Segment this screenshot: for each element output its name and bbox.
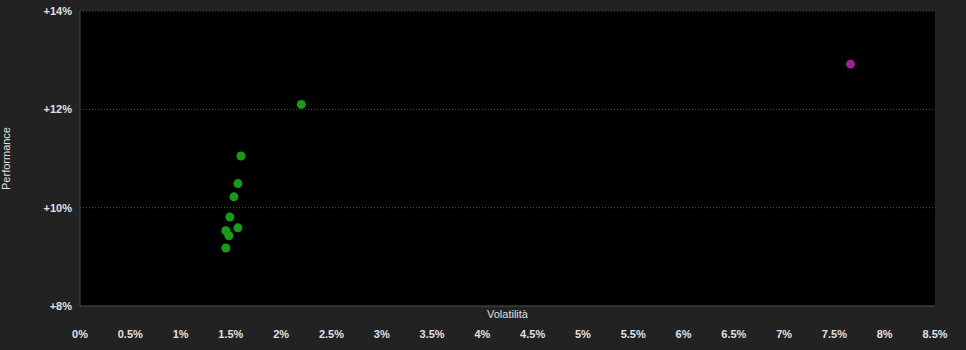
svg-text:1.5%: 1.5% xyxy=(218,328,243,340)
svg-text:Performance: Performance xyxy=(8,127,12,190)
svg-text:5%: 5% xyxy=(575,328,591,340)
svg-text:+10%: +10% xyxy=(44,202,73,214)
svg-text:0.5%: 0.5% xyxy=(118,328,143,340)
svg-text:8.5%: 8.5% xyxy=(922,328,947,340)
svg-text:3%: 3% xyxy=(374,328,390,340)
svg-text:2.5%: 2.5% xyxy=(319,328,344,340)
svg-text:6%: 6% xyxy=(676,328,692,340)
svg-text:7%: 7% xyxy=(776,328,792,340)
svg-text:0%: 0% xyxy=(72,328,88,340)
svg-text:+14%: +14% xyxy=(44,5,73,17)
svg-text:Volatilità: Volatilità xyxy=(487,308,529,320)
svg-text:7.5%: 7.5% xyxy=(822,328,847,340)
svg-text:4%: 4% xyxy=(474,328,490,340)
svg-text:5.5%: 5.5% xyxy=(621,328,646,340)
svg-text:6.5%: 6.5% xyxy=(721,328,746,340)
svg-text:+12%: +12% xyxy=(44,103,73,115)
svg-text:2%: 2% xyxy=(273,328,289,340)
svg-text:+8%: +8% xyxy=(50,300,73,312)
svg-text:3.5%: 3.5% xyxy=(420,328,445,340)
svg-text:1%: 1% xyxy=(173,328,189,340)
svg-text:4.5%: 4.5% xyxy=(520,328,545,340)
svg-text:8%: 8% xyxy=(877,328,893,340)
